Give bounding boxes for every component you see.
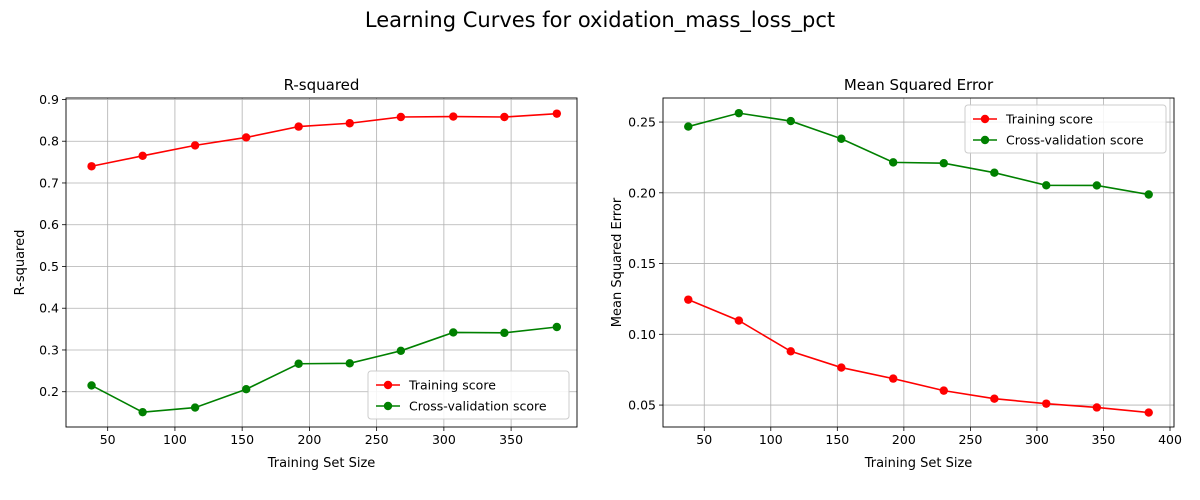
data-point bbox=[138, 407, 147, 417]
subplot-title: R-squared bbox=[284, 76, 360, 94]
data-point bbox=[449, 112, 458, 121]
data-point bbox=[684, 295, 693, 304]
data-point bbox=[1144, 408, 1153, 417]
x-tick-label: 200 bbox=[297, 432, 321, 447]
y-tick-label: 0.20 bbox=[628, 185, 656, 200]
data-point bbox=[990, 394, 999, 403]
data-point bbox=[190, 141, 200, 150]
x-tick-label: 300 bbox=[432, 432, 456, 447]
y-tick-label: 0.05 bbox=[628, 398, 656, 413]
y-tick-label: 0.3 bbox=[39, 342, 59, 357]
y-tick-label: 0.4 bbox=[39, 301, 59, 316]
data-point bbox=[734, 316, 744, 325]
data-point bbox=[1092, 403, 1102, 412]
x-tick-label: 250 bbox=[365, 432, 389, 447]
data-point bbox=[396, 112, 406, 122]
data-point bbox=[552, 322, 562, 332]
y-tick-label: 0.25 bbox=[628, 115, 656, 130]
data-point bbox=[294, 122, 303, 131]
data-point bbox=[786, 116, 795, 126]
chart-panel-2: 50 100 150 200 250 300 350 400 0.05 0.10 0.15 0.20 0… bbox=[610, 76, 1182, 471]
legend: Training score Cross-validation score bbox=[964, 104, 1167, 154]
figure-title: Learning Curves for oxidation_mass_loss_… bbox=[364, 8, 836, 32]
x-tick-label: 150 bbox=[230, 432, 254, 447]
legend-label: Training score bbox=[1005, 112, 1093, 127]
chart-panel-1: 50 100 150 200 250 300 350 0.2 0.3 0.4 0.5 0.6 0.7 0.… bbox=[13, 76, 578, 471]
x-tick-label: 250 bbox=[958, 432, 982, 447]
data-point bbox=[345, 359, 354, 368]
x-tick-label: 150 bbox=[825, 432, 849, 447]
x-tick-label: 100 bbox=[163, 432, 187, 447]
data-point bbox=[449, 328, 458, 337]
y-tick-label: 0.8 bbox=[39, 134, 59, 149]
y-tick-label: 0.2 bbox=[39, 384, 59, 399]
data-point bbox=[734, 108, 744, 118]
subplot-title: Mean Squared Error bbox=[844, 76, 994, 94]
data-point bbox=[87, 381, 96, 390]
y-tick-label: 0.10 bbox=[628, 327, 656, 342]
x-tick-label: 100 bbox=[759, 432, 783, 447]
y-tick-label: 0.6 bbox=[39, 217, 59, 232]
data-point bbox=[552, 109, 562, 118]
y-tick-label: 0.9 bbox=[39, 92, 59, 107]
series-line bbox=[91, 326, 557, 413]
legend-box bbox=[367, 370, 570, 420]
data-point bbox=[241, 133, 251, 142]
data-point bbox=[939, 386, 948, 395]
legend-marker bbox=[980, 114, 990, 124]
axes-frame bbox=[65, 97, 578, 428]
x-tick-label: 350 bbox=[1092, 432, 1116, 447]
data-point bbox=[241, 385, 251, 394]
data-point bbox=[990, 168, 999, 177]
legend-label: Cross-validation score bbox=[1006, 133, 1144, 148]
data-point bbox=[939, 159, 948, 168]
data-point bbox=[837, 134, 846, 143]
data-point bbox=[87, 162, 96, 171]
x-axis-label: Training Set Size bbox=[267, 456, 376, 471]
x-tick-label: 400 bbox=[1158, 432, 1182, 447]
legend-label: Cross-validation score bbox=[409, 399, 547, 414]
x-tick-label: 350 bbox=[499, 432, 523, 447]
data-point bbox=[138, 151, 147, 161]
axes-frame bbox=[662, 97, 1175, 428]
x-tick-label: 50 bbox=[696, 432, 712, 447]
x-tick-label: 300 bbox=[1025, 432, 1049, 447]
data-point bbox=[345, 119, 354, 128]
legend-marker bbox=[383, 401, 393, 411]
data-point bbox=[1092, 181, 1102, 190]
data-point bbox=[684, 122, 693, 131]
legend-label: Training score bbox=[408, 378, 496, 393]
x-tick-label: 50 bbox=[100, 432, 116, 447]
y-axis-label: Mean Squared Error bbox=[610, 197, 625, 327]
legend-box bbox=[964, 104, 1167, 154]
data-point bbox=[889, 158, 898, 167]
legend-marker bbox=[980, 135, 990, 145]
y-tick-label: 0.5 bbox=[39, 259, 59, 274]
data-point bbox=[294, 359, 303, 368]
y-axis-label: R-squared bbox=[13, 230, 28, 296]
data-point bbox=[396, 346, 406, 356]
data-point bbox=[500, 328, 509, 338]
data-point bbox=[786, 347, 795, 356]
data-point bbox=[837, 363, 846, 372]
series-line bbox=[91, 112, 557, 168]
x-tick-label: 200 bbox=[892, 432, 916, 447]
y-tick-label: 0.7 bbox=[39, 175, 59, 190]
data-point bbox=[889, 374, 898, 383]
y-tick-label: 0.15 bbox=[628, 256, 656, 271]
data-point bbox=[500, 112, 509, 122]
series-line bbox=[688, 112, 1149, 196]
data-point bbox=[1042, 181, 1051, 190]
legend: Training score Cross-validation score bbox=[367, 370, 570, 420]
series-line bbox=[687, 298, 1149, 414]
data-point bbox=[1042, 399, 1051, 408]
legend-marker bbox=[383, 380, 393, 390]
data-point bbox=[190, 403, 200, 412]
data-point bbox=[1144, 190, 1153, 199]
x-axis-label: Training Set Size bbox=[864, 456, 973, 471]
